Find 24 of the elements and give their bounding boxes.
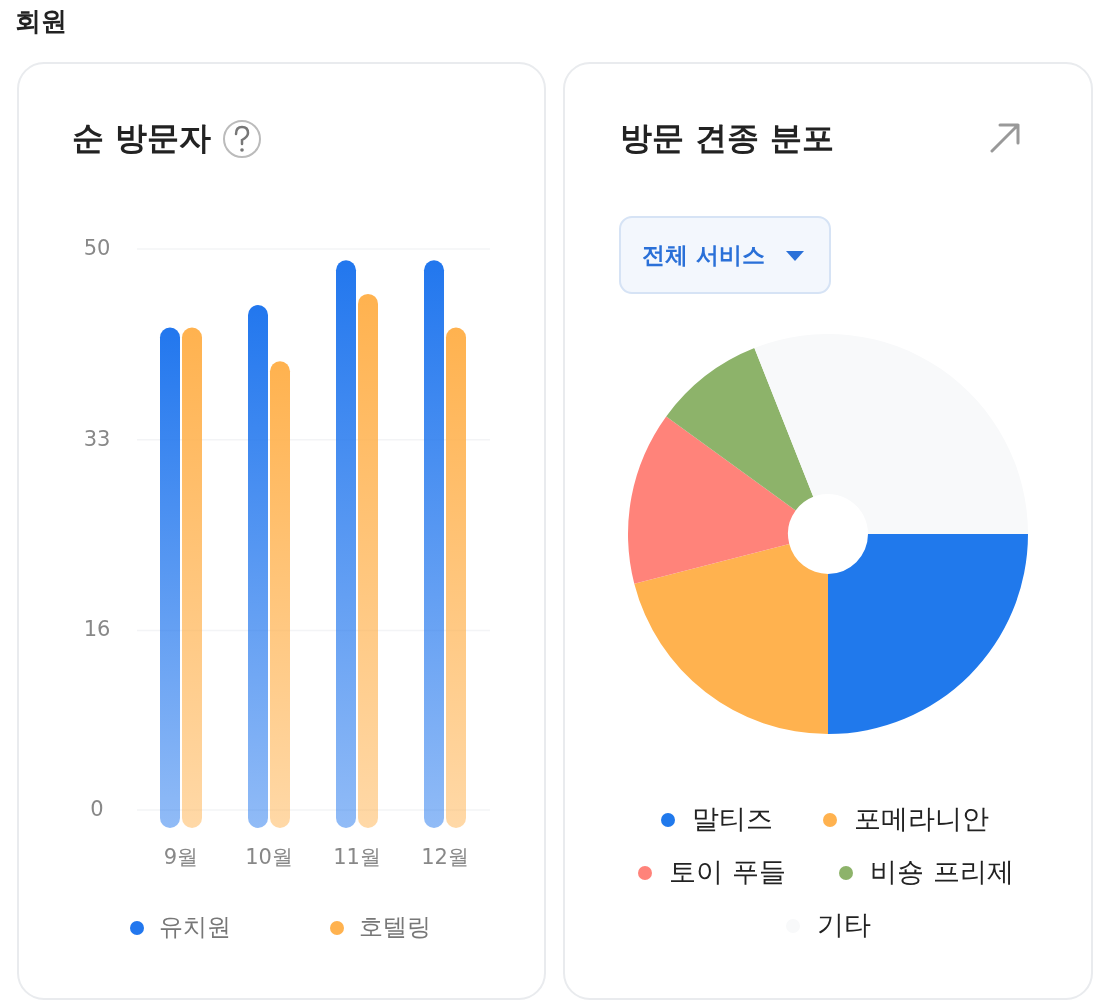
legend-label: 유치원 (159, 913, 231, 941)
x-tick-label: 9월 (163, 845, 199, 869)
legend-label: 비숑 프리제 (870, 855, 1014, 887)
y-tick-label: 0 (90, 797, 104, 821)
x-tick-label: 11월 (333, 845, 381, 869)
legend-label: 포메라니안 (854, 802, 989, 834)
title: 방문 견종 분포 (620, 119, 835, 157)
legend-label: 말티즈 (692, 802, 773, 834)
y-tick-label: 50 (83, 236, 111, 260)
x-tick-label: 10월 (245, 845, 293, 869)
x-tick-label: 12월 (421, 845, 469, 869)
title: 회원 (15, 5, 67, 36)
donut-slice (634, 543, 828, 734)
y-tick-label: 33 (83, 426, 111, 451)
donut-slice (754, 334, 1028, 534)
donut-slice (628, 416, 796, 584)
y-tick-label: 16 (83, 617, 111, 642)
donut-slice (828, 534, 1028, 734)
legend-label: 토이 푸들 (669, 855, 786, 887)
legend-label: 호텔링 (359, 913, 431, 941)
title: 순 방문자 (72, 119, 212, 157)
text: 전체 서비스 (642, 241, 766, 268)
donut-slice (666, 348, 814, 511)
legend-label: 기타 (817, 908, 871, 940)
